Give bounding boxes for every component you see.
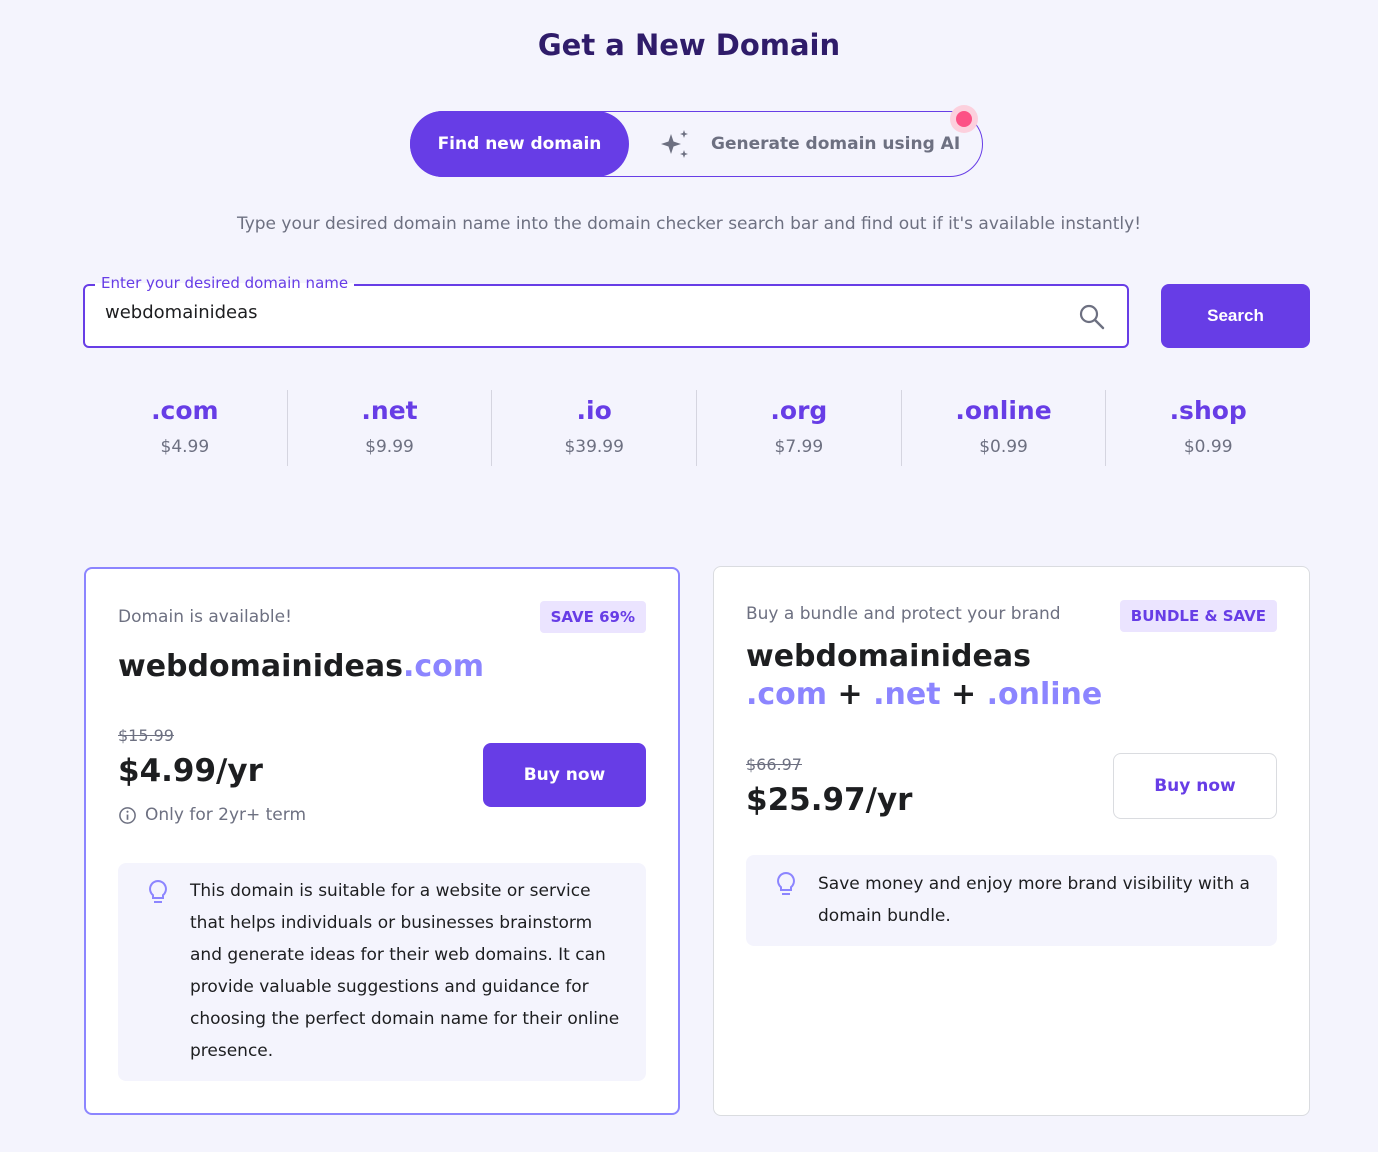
tld-item[interactable]: .online $0.99 <box>902 390 1107 466</box>
sparkles-icon <box>661 130 688 158</box>
tld-item[interactable]: .com $4.99 <box>83 390 288 466</box>
search-icon[interactable] <box>1079 304 1105 330</box>
bundle-status: Buy a bundle and protect your brand <box>746 604 1061 624</box>
search-label: Enter your desired domain name <box>95 274 355 292</box>
subtitle: Type your desired domain name into the d… <box>236 214 1142 234</box>
bundle-extensions: .com + .net + .online <box>746 677 1102 712</box>
tld-item[interactable]: .io $39.99 <box>492 390 698 466</box>
save-badge: SAVE 69% <box>539 601 646 633</box>
bundle-domain-name: webdomainideas <box>746 639 1031 674</box>
bundle-card: Buy a bundle and protect your brand BUND… <box>713 566 1310 1116</box>
tld-name: .com <box>151 396 219 425</box>
tld-price: $4.99 <box>160 437 210 457</box>
bundle-buy-now-button[interactable]: Buy now <box>1113 753 1277 819</box>
tld-item[interactable]: .shop $0.99 <box>1106 390 1310 466</box>
lightbulb-icon <box>777 871 795 895</box>
tld-name: .shop <box>1169 396 1247 425</box>
tip-text: This domain is suitable for a website or… <box>190 881 620 1061</box>
bundle-original-price: $66.97 <box>746 755 802 774</box>
bundle-ext: .com <box>746 677 828 712</box>
tld-price-list: .com $4.99 .net $9.99 .io $39.99 .org $7.99 … <box>83 390 1310 466</box>
bundle-ext: .net <box>873 677 941 712</box>
available-domain-card: Domain is available! SAVE 69% webdomaini… <box>84 567 680 1115</box>
tld-item[interactable]: .org $7.99 <box>697 390 902 466</box>
availability-status: Domain is available! <box>118 607 292 627</box>
domain-base: webdomainideas <box>118 649 403 684</box>
info-icon <box>119 806 136 824</box>
search-button[interactable]: Search <box>1161 284 1310 348</box>
tld-name: .org <box>770 396 828 425</box>
tld-price: $39.99 <box>564 437 624 457</box>
plus-sign: + <box>951 677 977 712</box>
domain-search-field[interactable]: Enter your desired domain name <box>83 274 1129 348</box>
domain-search-input[interactable] <box>105 302 1005 323</box>
notification-dot <box>950 105 978 133</box>
domain-tip: This domain is suitable for a website or… <box>118 863 646 1081</box>
tab-find-new-domain[interactable]: Find new domain <box>410 111 629 177</box>
tld-name: .online <box>955 396 1052 425</box>
domain-extension: .com <box>402 649 485 684</box>
bundle-badge: BUNDLE & SAVE <box>1119 600 1277 632</box>
term-note: Only for 2yr+ term <box>118 805 306 825</box>
lightbulb-icon <box>149 879 167 903</box>
tld-price: $7.99 <box>774 437 824 457</box>
bundle-tip-text: Save money and enjoy more brand visibili… <box>818 874 1250 926</box>
buy-now-button[interactable]: Buy now <box>483 743 646 807</box>
term-note-text: Only for 2yr+ term <box>145 805 307 825</box>
tld-price: $9.99 <box>365 437 414 457</box>
tld-price: $0.99 <box>1183 437 1233 457</box>
original-price: $15.99 <box>118 726 174 745</box>
tld-name: .net <box>361 396 418 425</box>
bundle-tip: Save money and enjoy more brand visibili… <box>746 855 1277 946</box>
domain-name: webdomainideas.com <box>118 649 484 684</box>
tab-ai-label: Generate domain using AI <box>711 134 961 154</box>
tld-name: .io <box>576 396 612 425</box>
tab-generate-ai[interactable]: Generate domain using AI <box>659 112 960 176</box>
tld-item[interactable]: .net $9.99 <box>288 390 493 466</box>
plus-sign: + <box>837 677 863 712</box>
tld-price: $0.99 <box>979 437 1028 457</box>
search-mode-toggle: Find new domain Generate domain using AI <box>410 111 983 177</box>
page-title: Get a New Domain <box>537 28 841 62</box>
bundle-price: $25.97/yr <box>746 782 913 818</box>
bundle-ext: .online <box>986 677 1103 712</box>
current-price: $4.99/yr <box>118 753 263 789</box>
